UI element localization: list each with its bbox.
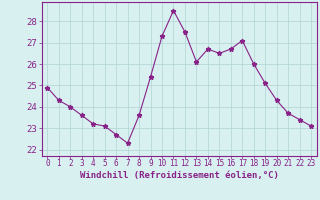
X-axis label: Windchill (Refroidissement éolien,°C): Windchill (Refroidissement éolien,°C) [80, 171, 279, 180]
